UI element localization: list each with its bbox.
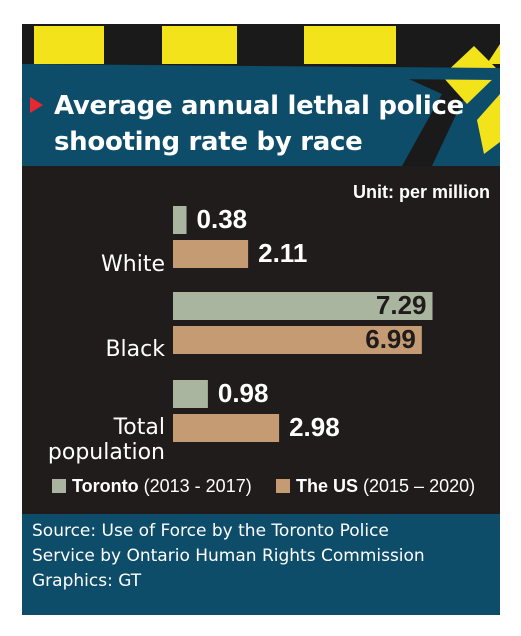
legend-label: Toronto (2013 - 2017) bbox=[72, 476, 252, 496]
data-label: 6.99 bbox=[365, 324, 416, 354]
title-arrow-icon bbox=[30, 97, 43, 113]
data-label: 0.98 bbox=[218, 378, 269, 408]
unit-label: Unit: per million bbox=[353, 182, 490, 202]
chart-title-text: Average annual lethal police shooting ra… bbox=[54, 91, 464, 157]
bar-us bbox=[173, 414, 280, 442]
category-label: White bbox=[101, 252, 165, 277]
legend-swatch bbox=[52, 479, 66, 493]
chart-title: Average annual lethal police shooting ra… bbox=[30, 88, 500, 160]
source-line: Source: Use of Force by the Toronto Poli… bbox=[32, 521, 389, 541]
category-label: Total bbox=[113, 415, 165, 440]
infographic-card: Average annual lethal police shooting ra… bbox=[22, 24, 500, 615]
police-tape-graphic bbox=[22, 24, 500, 166]
chart-panel: Unit: per million White Black Total populat… bbox=[22, 166, 500, 514]
header-banner: Average annual lethal police shooting ra… bbox=[22, 24, 500, 166]
bar-toronto bbox=[173, 380, 208, 408]
data-label: 7.29 bbox=[376, 290, 427, 320]
data-label: 2.11 bbox=[258, 238, 307, 268]
data-label: 0.38 bbox=[197, 204, 248, 234]
legend-swatch bbox=[276, 479, 290, 493]
bar-toronto bbox=[173, 206, 187, 234]
title-block: Average annual lethal police shooting ra… bbox=[30, 88, 500, 160]
source-line: Service by Ontario Human Rights Commissi… bbox=[32, 546, 425, 566]
legend-label: The US (2015 – 2020) bbox=[296, 476, 475, 496]
category-label: Black bbox=[105, 337, 165, 362]
bar-us bbox=[173, 326, 422, 354]
data-label: 2.98 bbox=[289, 412, 340, 442]
bar-toronto bbox=[173, 292, 433, 320]
bar-us bbox=[173, 240, 249, 268]
source-footer: Source: Use of Force by the Toronto Poli… bbox=[22, 514, 500, 615]
category-label: population bbox=[48, 440, 165, 465]
source-line: Graphics: GT bbox=[32, 571, 142, 591]
